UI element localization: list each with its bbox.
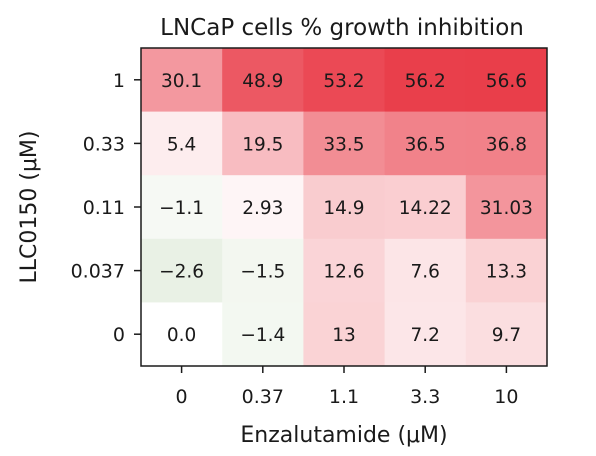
cell-value-label: 2.93 bbox=[242, 198, 283, 219]
cell-value-label: 53.2 bbox=[323, 71, 364, 92]
cell-value-label: 30.1 bbox=[161, 71, 202, 92]
cell-value-label: 0.0 bbox=[167, 325, 196, 346]
heatmap-cell bbox=[303, 302, 386, 367]
heatmap-cell bbox=[465, 238, 548, 303]
cell-value-label: 7.6 bbox=[410, 262, 439, 283]
y-tick-label: 0.11 bbox=[83, 197, 125, 219]
y-tick-label: 0.037 bbox=[71, 261, 125, 283]
heatmap-cell bbox=[141, 238, 223, 303]
y-tick-label: 1 bbox=[113, 70, 125, 92]
y-axis-label: LLC0150 (μM) bbox=[17, 130, 42, 283]
chart-title: LNCaP cells % growth inhibition bbox=[160, 15, 524, 41]
heatmap-cell bbox=[303, 238, 386, 303]
heatmap-cell bbox=[384, 48, 467, 113]
heatmap-cell bbox=[303, 175, 386, 240]
cell-value-label: 13.3 bbox=[486, 262, 527, 283]
x-tick-label: 0 bbox=[176, 386, 188, 408]
cell-value-label: −1.4 bbox=[240, 325, 285, 346]
cell-value-label: 56.6 bbox=[486, 71, 527, 92]
heatmap-cell bbox=[465, 302, 548, 367]
cell-value-label: 31.03 bbox=[480, 198, 533, 219]
x-tick-label: 0.37 bbox=[242, 386, 284, 408]
cell-value-label: 14.9 bbox=[323, 198, 364, 219]
heatmap-cell bbox=[222, 175, 304, 240]
heatmap-cell bbox=[222, 111, 304, 176]
cell-value-label: −2.6 bbox=[159, 262, 204, 283]
cell-value-label: −1.5 bbox=[240, 262, 285, 283]
cell-value-label: −1.1 bbox=[159, 198, 204, 219]
y-axis-ticks: 1 0.33 0.11 0.037 0 bbox=[71, 70, 141, 346]
cell-value-label: 33.5 bbox=[323, 134, 364, 155]
heatmap-cell bbox=[465, 175, 548, 240]
cell-value-label: 56.2 bbox=[405, 71, 446, 92]
heatmap-cell bbox=[384, 111, 467, 176]
x-axis-label: Enzalutamide (μM) bbox=[240, 423, 447, 448]
cell-value-label: 48.9 bbox=[242, 71, 283, 92]
heatmap-cell bbox=[384, 175, 467, 240]
heatmap-cell bbox=[303, 48, 386, 113]
cell-value-label: 36.8 bbox=[486, 134, 527, 155]
heatmap-cell bbox=[222, 302, 304, 367]
cell-value-label: 19.5 bbox=[242, 134, 283, 155]
cell-value-label: 5.4 bbox=[167, 134, 196, 155]
x-tick-label: 1.1 bbox=[329, 386, 359, 408]
heatmap-cell bbox=[384, 302, 467, 367]
y-tick-label: 0 bbox=[113, 324, 125, 346]
heatmap-cell bbox=[303, 111, 386, 176]
cell-value-label: 9.7 bbox=[492, 325, 521, 346]
heatmap-cell bbox=[141, 302, 223, 367]
x-axis-ticks: 0 0.37 1.1 3.3 10 bbox=[176, 366, 518, 408]
heatmap-cell bbox=[222, 238, 304, 303]
heatmap-cell bbox=[465, 48, 548, 113]
x-tick-label: 10 bbox=[494, 386, 518, 408]
cell-value-label: 13 bbox=[332, 325, 356, 346]
cell-value-label: 7.2 bbox=[410, 325, 439, 346]
heatmap-cell bbox=[222, 48, 304, 113]
heatmap-cell bbox=[465, 111, 548, 176]
heatmap-cell bbox=[141, 175, 223, 240]
heatmap-cell bbox=[141, 48, 223, 113]
cell-value-label: 12.6 bbox=[323, 262, 364, 283]
x-tick-label: 3.3 bbox=[410, 386, 440, 408]
cell-value-label: 36.5 bbox=[405, 134, 446, 155]
heatmap-cell bbox=[141, 111, 223, 176]
heatmap-cells: 30.1 48.9 53.2 56.2 56.6 5.4 19.5 33.5 36.5 36.8 −… bbox=[141, 48, 548, 367]
heatmap-cell bbox=[384, 238, 467, 303]
cell-value-label: 14.22 bbox=[399, 198, 452, 219]
y-tick-label: 0.33 bbox=[83, 133, 125, 155]
